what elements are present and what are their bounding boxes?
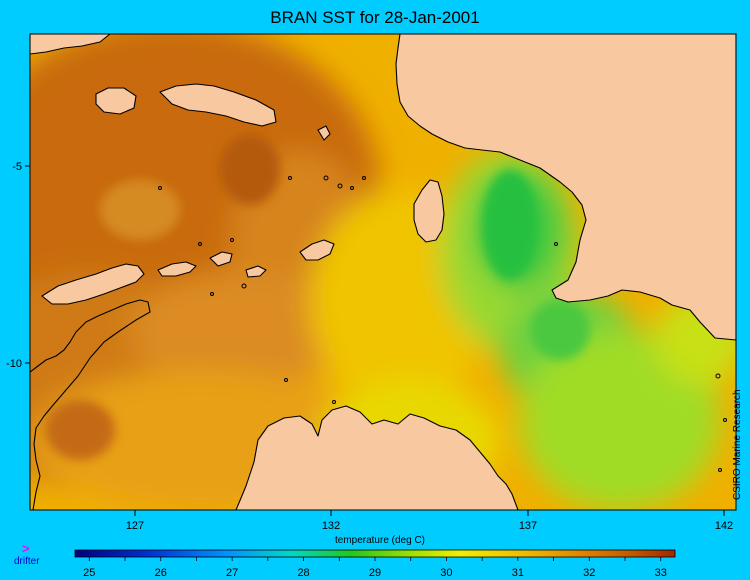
drifter-legend-label: drifter xyxy=(14,556,40,567)
colorbar-ticks xyxy=(88,557,662,561)
land-aru xyxy=(413,179,445,243)
x-axis-ticks xyxy=(134,510,725,516)
x-tick-label: 137 xyxy=(519,520,537,532)
plot-frame xyxy=(29,33,737,511)
colorbar-label: 31 xyxy=(512,567,524,579)
colorbar-label: 25 xyxy=(83,567,95,579)
land-islands-chain-2 xyxy=(209,251,233,267)
colorbar-labels: 25 26 27 28 29 30 31 32 33 xyxy=(83,567,667,579)
drifter-marker-icon: > xyxy=(22,541,30,556)
land-islands-chain-1 xyxy=(157,261,197,277)
land-kei xyxy=(317,125,331,141)
y-tick-label: -10 xyxy=(6,358,22,370)
x-tick-label: 127 xyxy=(126,520,144,532)
colorbar-label: 29 xyxy=(369,567,381,579)
land-australia-south xyxy=(235,405,519,510)
colorbar-label: 30 xyxy=(440,567,452,579)
colorbar-label: 32 xyxy=(583,567,595,579)
colorbar-label: 33 xyxy=(655,567,667,579)
credit-text: CSIRO Marine Research xyxy=(732,389,743,500)
land-islands-chain-3 xyxy=(245,265,267,278)
land-northwest xyxy=(30,34,111,55)
land xyxy=(30,34,736,510)
sst-field xyxy=(30,34,736,510)
colorbar-label: 26 xyxy=(155,567,167,579)
x-tick-label: 132 xyxy=(322,520,340,532)
x-axis-label: temperature (deg C) xyxy=(335,535,425,546)
y-tick-label: -5 xyxy=(12,161,22,173)
colorbar: 25 26 27 28 29 30 31 32 33 xyxy=(74,549,676,579)
land-buru xyxy=(95,87,137,115)
colorbar-gradient xyxy=(74,549,676,558)
islets xyxy=(158,175,727,472)
land-new-guinea xyxy=(395,34,736,341)
land-tanimbar xyxy=(299,239,335,261)
land-timor xyxy=(41,263,145,305)
colorbar-label: 28 xyxy=(297,567,309,579)
map-title: BRAN SST for 28-Jan-2001 xyxy=(270,8,480,27)
y-axis-ticks xyxy=(25,165,30,364)
land-seram xyxy=(159,83,277,127)
x-tick-label: 142 xyxy=(715,520,733,532)
colorbar-label: 27 xyxy=(226,567,238,579)
land-australia xyxy=(30,299,151,510)
